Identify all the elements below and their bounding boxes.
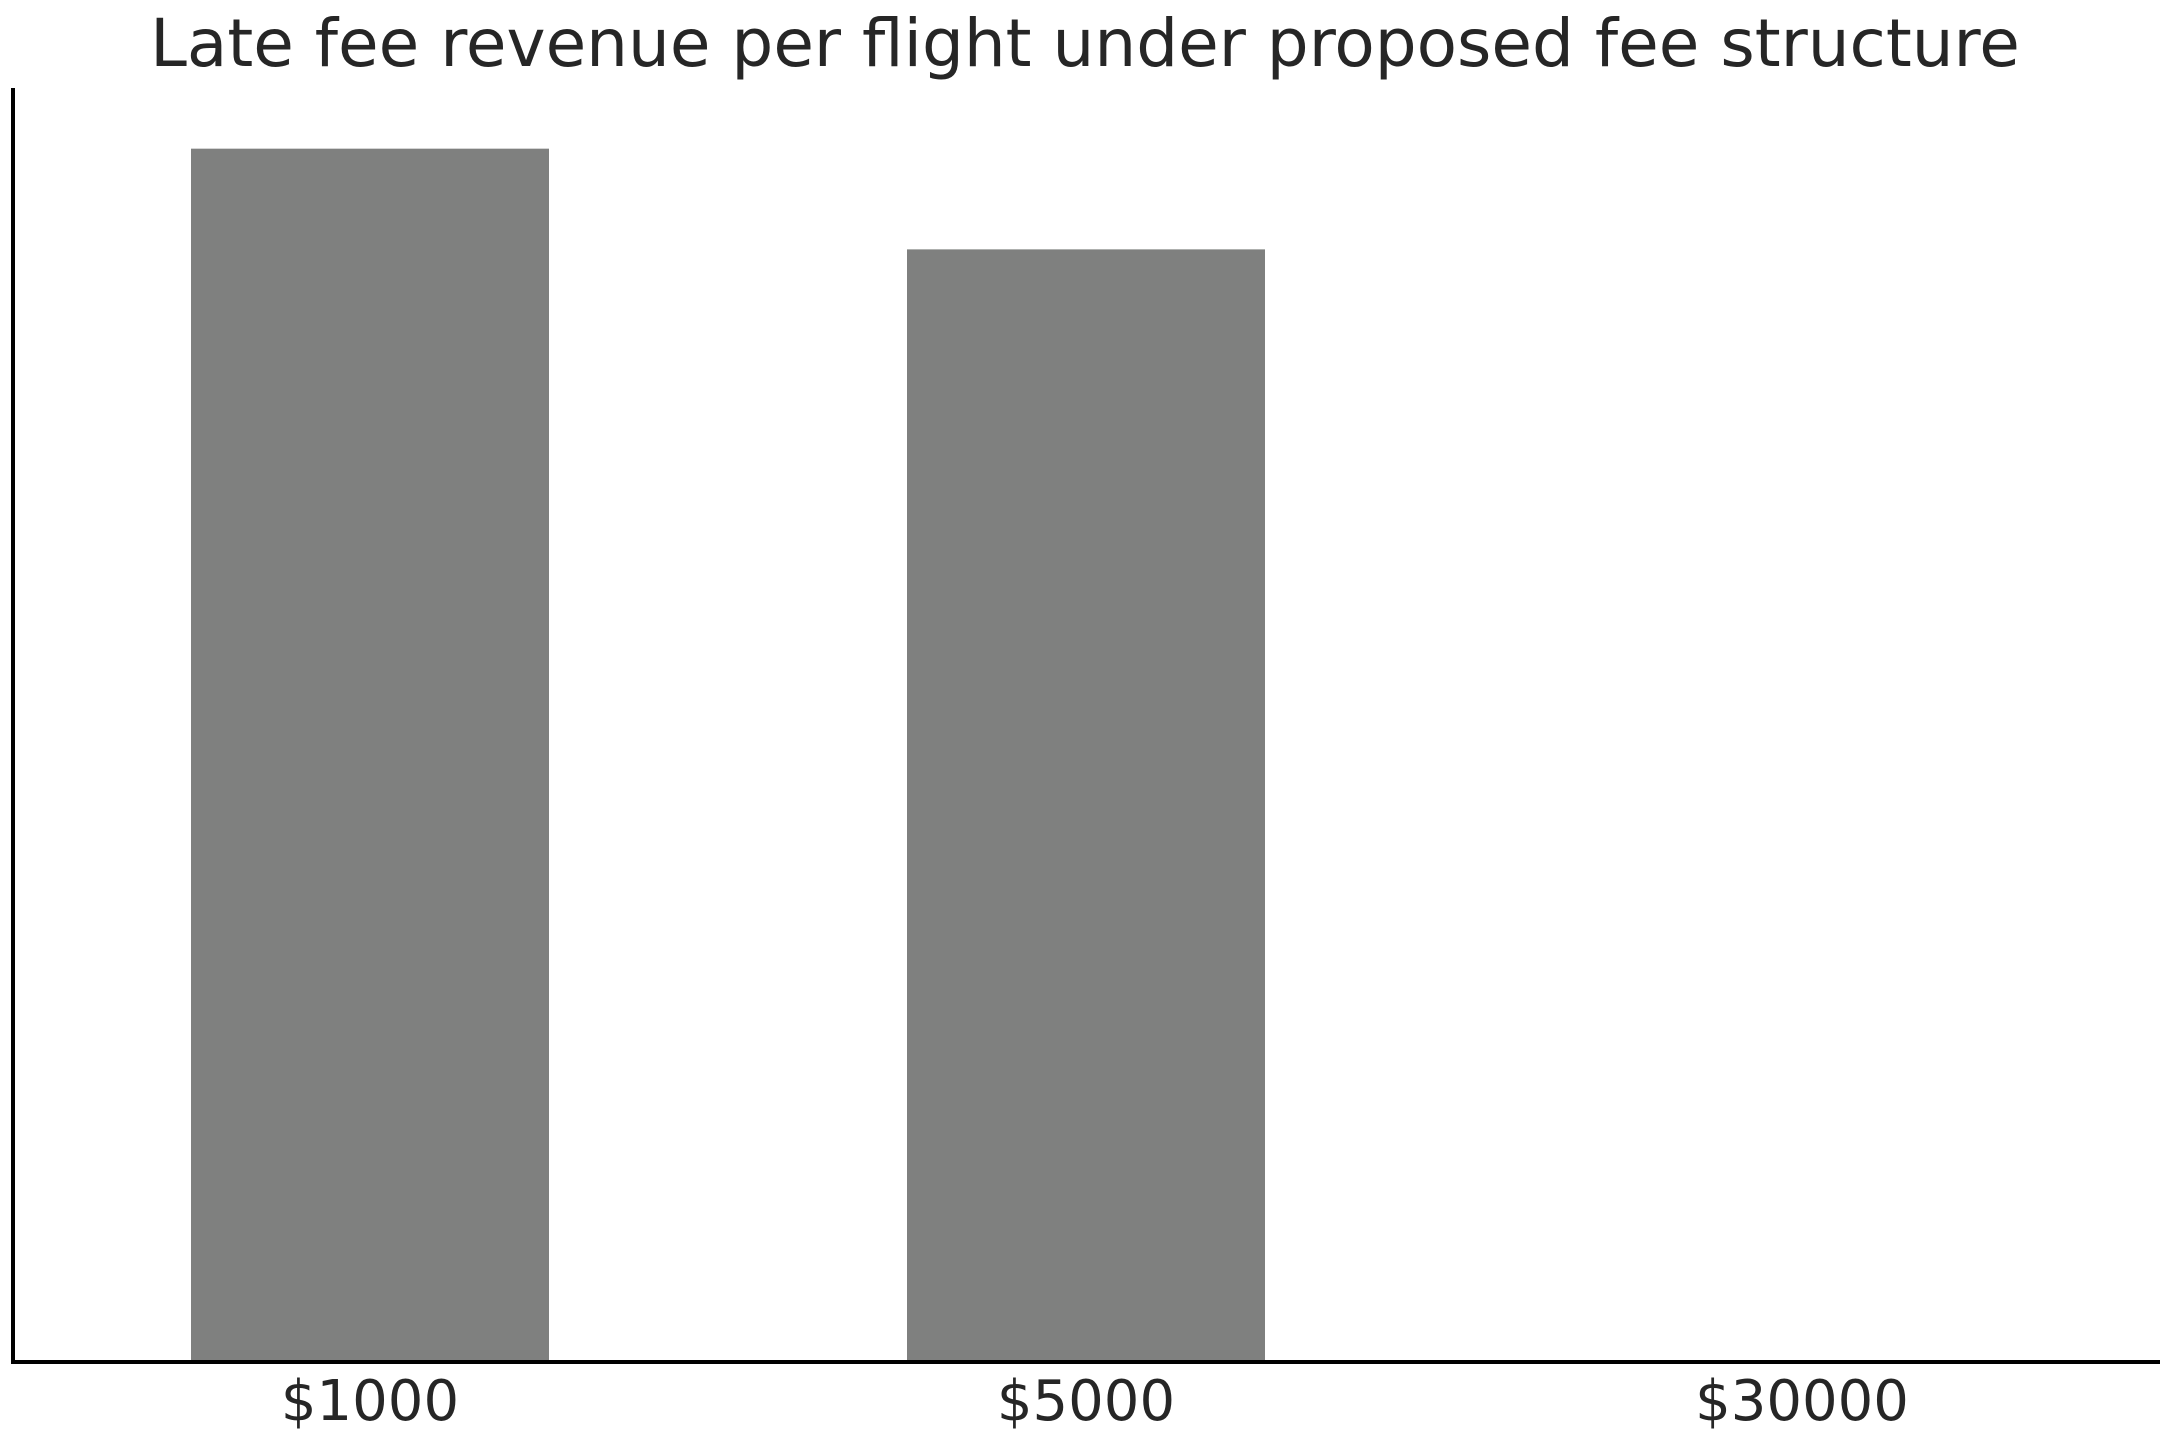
x-tick-labels: $1000 $5000 $30000 — [281, 1369, 1909, 1434]
bar-0 — [191, 148, 549, 1363]
x-tick-label: $30000 — [1695, 1369, 1909, 1434]
x-tick-label: $1000 — [281, 1369, 459, 1434]
bar-1 — [907, 249, 1265, 1363]
x-tick-label: $5000 — [997, 1369, 1175, 1434]
bars — [191, 148, 1265, 1363]
chart-title: Late fee revenue per flight under propos… — [150, 5, 2020, 82]
